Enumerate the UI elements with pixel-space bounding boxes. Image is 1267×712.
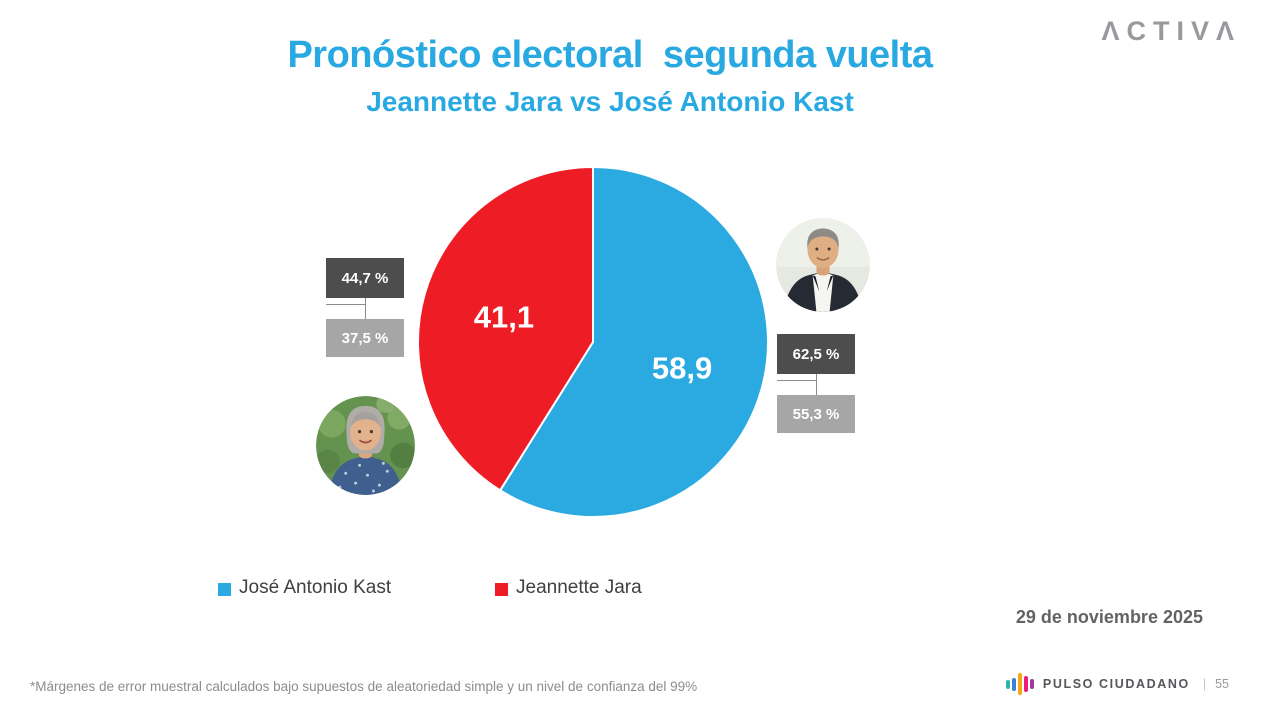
pie-slice-jos-antonio-kast xyxy=(499,166,770,518)
pie-slice-label: 41,1 xyxy=(474,299,534,334)
pie-chart-container: 58,9 41,1 xyxy=(413,162,773,522)
kast-photo xyxy=(776,218,870,312)
jara-margin-group: 44,7 % 37,5 % xyxy=(326,258,404,357)
date-label: 29 de noviembre 2025 xyxy=(1015,607,1203,627)
jara-photo xyxy=(316,396,415,495)
kast-margin-connector xyxy=(777,374,855,395)
connector-v-line xyxy=(816,374,817,395)
equalizer-bars-icon xyxy=(1005,672,1034,696)
page-number: 55 xyxy=(1215,677,1229,691)
legend-item-jara: Jeannette Jara xyxy=(495,577,642,599)
pie-slice-jeannette-jara xyxy=(417,166,594,492)
jara-margin-connector xyxy=(326,298,404,319)
legend-item-kast: José Antonio Kast xyxy=(218,577,391,599)
kast-portrait-illustration xyxy=(776,218,870,312)
kast-margin-high-box: 62,5 % xyxy=(777,334,855,374)
legend-label-kast: José Antonio Kast xyxy=(239,577,392,598)
pie-slice-label: 58,9 xyxy=(652,351,712,386)
connector-v-line xyxy=(365,298,366,319)
activa-logo: ΛCTIVΛ xyxy=(1101,16,1241,46)
legend-swatch-kast xyxy=(218,582,231,596)
pulso-ciudadano-logo: PULSO CIUDADANO | 55 xyxy=(1005,672,1229,696)
jara-margin-low-box: 37,5 % xyxy=(326,319,404,357)
legend-label-jara: Jeannette Jara xyxy=(516,577,642,598)
connector-h-line xyxy=(326,304,365,305)
pie-chart: 58,9 41,1 xyxy=(417,166,770,518)
legend-swatch-jara xyxy=(495,582,508,596)
pulso-brand-name: PULSO CIUDADANO xyxy=(1042,677,1190,691)
page-title: Pronóstico electoral segunda vuelta xyxy=(287,34,933,76)
page-subtitle: Jeannette Jara vs José Antonio Kast xyxy=(366,86,854,117)
connector-h-line xyxy=(777,380,816,381)
kast-margin-low-box: 55,3 % xyxy=(777,395,855,433)
jara-margin-high-box: 44,7 % xyxy=(326,258,404,298)
jara-portrait-illustration xyxy=(316,396,415,495)
footer-separator: | xyxy=(1202,677,1207,691)
footnote: *Márgenes de error muestral calculados b… xyxy=(30,679,698,694)
kast-margin-group: 62,5 % 55,3 % xyxy=(777,334,855,433)
